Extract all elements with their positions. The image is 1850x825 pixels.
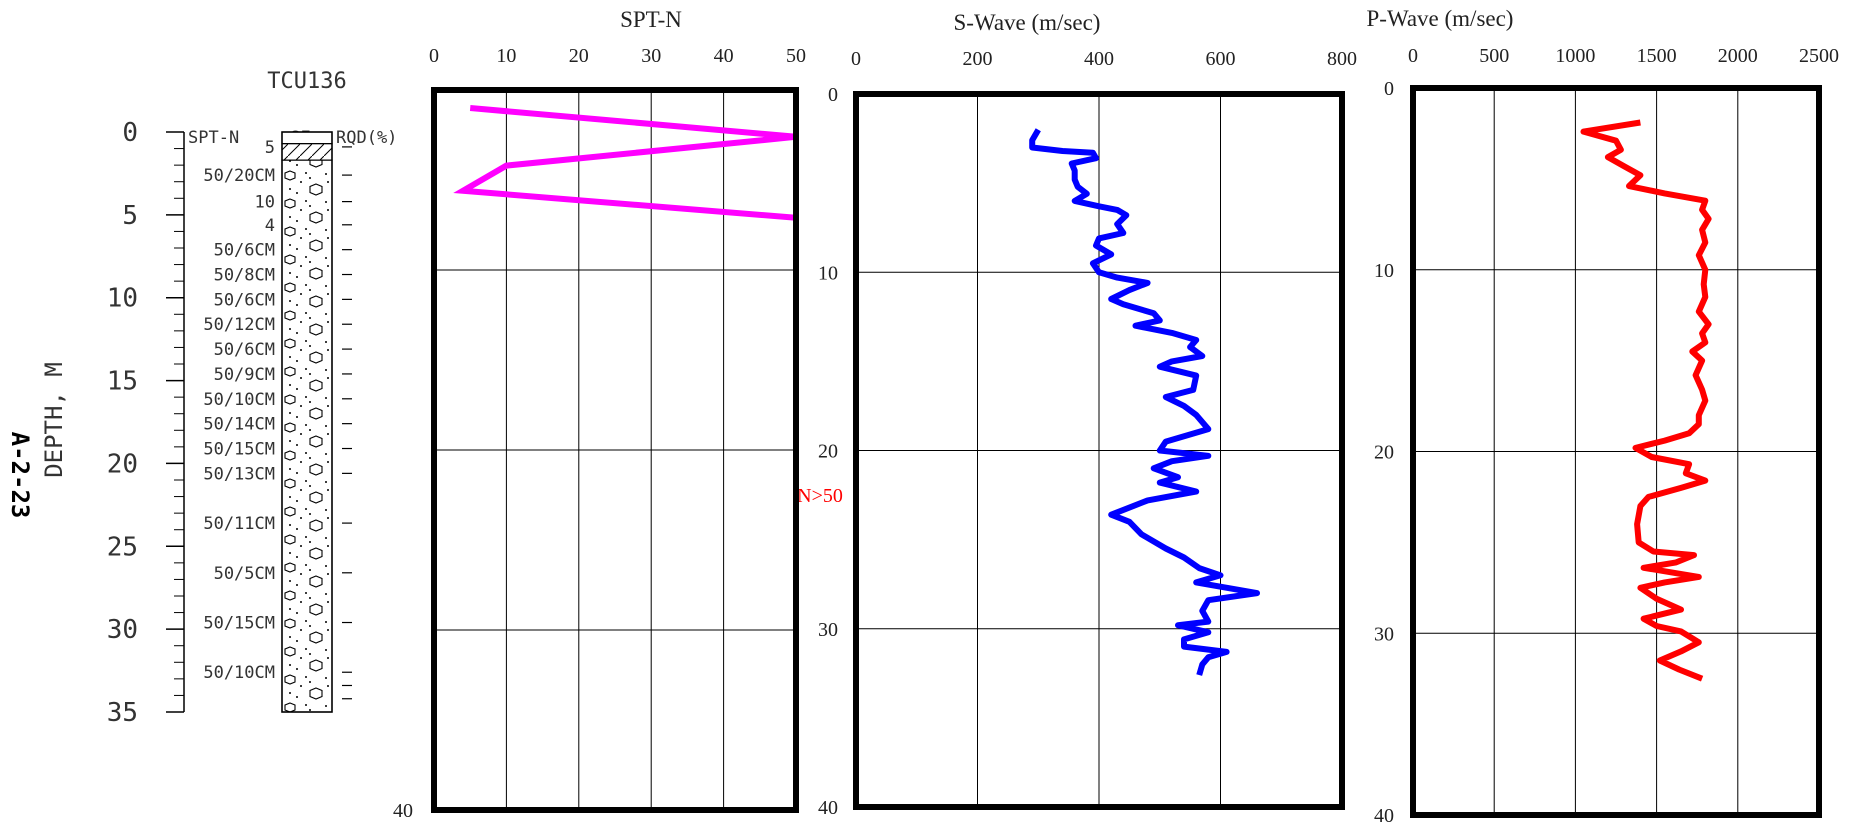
depth-tick-label: 30 xyxy=(107,615,138,645)
y-tick-label: 20 xyxy=(1374,442,1394,464)
depth-tick-label: 25 xyxy=(107,532,138,562)
spt-value-label: 50/14CM xyxy=(203,415,275,435)
soil-layer xyxy=(281,131,333,145)
depth-tick-label: 0 xyxy=(122,118,138,148)
y-tick-label: 0 xyxy=(1384,78,1394,100)
spt-value-label: 5 xyxy=(265,138,275,158)
p-wave-plot-frame xyxy=(1410,85,1822,818)
p-wave-chart: P-Wave (m/sec) 0 500 1000 1500 2000 2500 0 10 2… xyxy=(1367,6,1839,825)
spt-value-label: 50/13CM xyxy=(203,464,275,484)
annotation-background xyxy=(790,470,850,514)
x-tick-label: 1000 xyxy=(1555,45,1595,67)
spt-value-label: 50/9CM xyxy=(214,365,275,385)
depth-tick-label: 5 xyxy=(122,201,138,231)
x-tick-label: 0 xyxy=(1408,45,1418,67)
depth-tick-label: 10 xyxy=(107,284,138,314)
s-wave-plot-frame xyxy=(853,91,1345,810)
n-over-50-annotation: N>50 xyxy=(797,485,843,507)
depth-tick-label: 35 xyxy=(107,698,138,728)
spt-grid xyxy=(434,90,796,810)
x-tick-label: 40 xyxy=(714,45,734,67)
spt-value-labels: 5 50/20CM 10 4 50/6CM 50/8CM 50/6CM 50/12CM 50/6… xyxy=(203,138,275,683)
depth-axis-label: DEPTH, M xyxy=(40,362,68,478)
spt-value-label: 50/6CM xyxy=(214,340,275,360)
section-label: A-2-23 xyxy=(6,432,34,519)
y-tick-label: 30 xyxy=(818,619,838,641)
spt-value-label: 50/8CM xyxy=(214,266,275,286)
spt-n-series xyxy=(453,105,799,677)
y-tick-label: 30 xyxy=(1374,623,1394,645)
column-header-spt: SPT-N xyxy=(188,128,239,148)
depth-axis-ticks: 0 5 10 15 20 25 30 35 xyxy=(107,118,184,728)
x-tick-label: 600 xyxy=(1206,48,1236,70)
spt-value-label: 50/15CM xyxy=(203,614,275,634)
p-wave-chart-title: P-Wave (m/sec) xyxy=(1367,6,1514,31)
soil-layer xyxy=(281,159,333,713)
x-tick-label: 400 xyxy=(1084,48,1114,70)
p-wave-series xyxy=(1580,119,1712,682)
spt-value-label: 50/11CM xyxy=(203,514,275,534)
x-tick-label: 2000 xyxy=(1718,45,1758,67)
x-tick-label: 0 xyxy=(429,45,439,67)
spt-chart-title: SPT-N xyxy=(620,7,682,32)
y-tick-label: 10 xyxy=(1374,260,1394,282)
spt-x-tick-labels: 0 10 20 30 40 50 xyxy=(429,45,806,67)
depth-tick-label: 20 xyxy=(107,449,138,479)
y-tick-label: 0 xyxy=(828,84,838,106)
spt-n-chart: SPT-N 0 10 20 30 40 50 40 N>50 xyxy=(393,7,850,822)
soil-layer xyxy=(281,143,333,161)
s-wave-series xyxy=(1029,128,1260,676)
spt-value-label: 50/12CM xyxy=(203,315,275,335)
depth-tick-label: 15 xyxy=(107,367,138,397)
s-wave-x-tick-labels: 0 200 400 600 800 xyxy=(851,48,1357,70)
spt-value-label: 10 xyxy=(255,193,275,213)
y-tick-label: 40 xyxy=(393,800,413,822)
s-wave-chart-title: S-Wave (m/sec) xyxy=(954,10,1101,35)
x-tick-label: 10 xyxy=(496,45,516,67)
x-tick-label: 20 xyxy=(569,45,589,67)
soil-column-border xyxy=(281,131,333,713)
column-header-rqd: RQD(%) xyxy=(336,128,397,148)
borehole-id-label: TCU136 xyxy=(267,69,346,94)
x-tick-label: 0 xyxy=(851,48,861,70)
spt-value-label: 50/5CM xyxy=(214,564,275,584)
x-tick-label: 1500 xyxy=(1637,45,1677,67)
x-tick-label: 2500 xyxy=(1799,45,1839,67)
p-wave-x-tick-labels: 0 500 1000 1500 2000 2500 xyxy=(1408,45,1839,67)
y-tick-label: 10 xyxy=(818,262,838,284)
spt-value-label: 50/10CM xyxy=(203,390,275,410)
soil-column xyxy=(281,131,333,713)
spt-value-label: 50/6CM xyxy=(214,241,275,261)
x-tick-label: 30 xyxy=(641,45,661,67)
x-tick-label: 200 xyxy=(963,48,993,70)
p-wave-grid xyxy=(1413,88,1819,815)
spt-value-label: 50/15CM xyxy=(203,440,275,460)
s-wave-grid xyxy=(856,94,1342,807)
y-tick-label: 40 xyxy=(818,797,838,819)
y-tick-label: 20 xyxy=(818,441,838,463)
spt-value-label: 4 xyxy=(265,216,275,236)
s-wave-chart: S-Wave (m/sec) 0 200 400 600 800 0 10 20 30 40 xyxy=(818,10,1357,819)
x-tick-label: 50 xyxy=(786,45,806,67)
s-wave-y-tick-labels: 0 10 20 30 40 xyxy=(818,84,838,819)
x-tick-label: 500 xyxy=(1479,45,1509,67)
spt-value-label: 50/6CM xyxy=(214,290,275,310)
rqd-ticks xyxy=(342,146,352,700)
spt-y-tick-labels: 40 xyxy=(393,800,413,822)
p-wave-y-tick-labels: 0 10 20 30 40 xyxy=(1374,78,1394,825)
spt-value-label: 50/10CM xyxy=(203,663,275,683)
y-tick-label: 40 xyxy=(1374,805,1394,825)
x-tick-label: 800 xyxy=(1327,48,1357,70)
spt-value-label: 50/20CM xyxy=(203,166,275,186)
spt-plot-frame xyxy=(431,87,799,813)
